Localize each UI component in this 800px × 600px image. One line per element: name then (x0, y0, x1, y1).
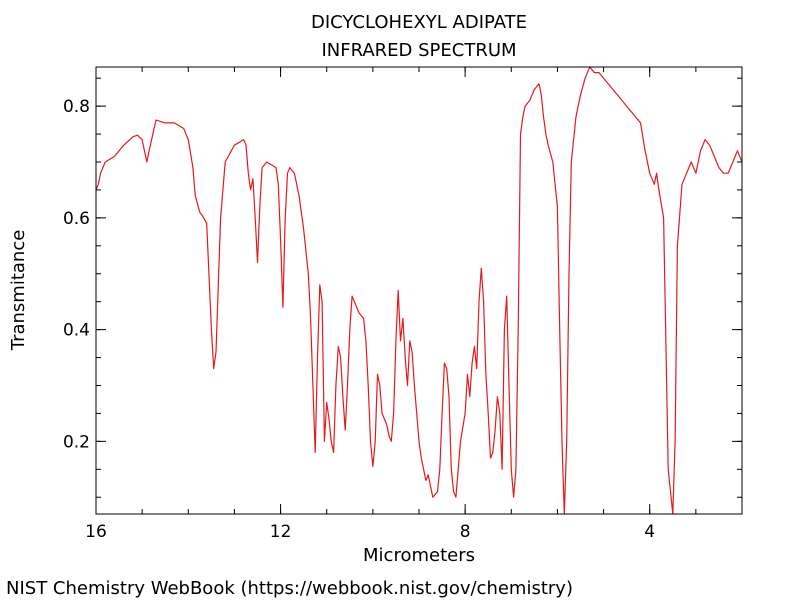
x-tick-label: 12 (270, 522, 292, 542)
y-axis-label: Transmitance (8, 230, 29, 352)
x-tick-label: 4 (644, 522, 655, 542)
axis-ticks (95, 67, 742, 514)
y-tick-label: 0.2 (63, 432, 90, 452)
x-axis-label: Micrometers (363, 545, 475, 566)
y-tick-label: 0.4 (63, 321, 90, 341)
y-tick-label: 0.8 (63, 97, 90, 117)
x-tick-label: 8 (460, 522, 471, 542)
x-tick-label: 16 (85, 522, 107, 542)
chart-subtitle: INFRARED SPECTRUM (321, 40, 516, 61)
y-tick-label: 0.6 (63, 209, 90, 229)
spectrum-line (95, 66, 743, 515)
chart-title: DICYCLOHEXYL ADIPATE (311, 12, 527, 33)
source-footer: NIST Chemistry WebBook (https://webbook.… (6, 578, 573, 599)
plot-frame (95, 66, 743, 515)
axis-tick-labels: 16 12 8 4 0.2 0.4 0.6 0.8 (63, 97, 655, 542)
